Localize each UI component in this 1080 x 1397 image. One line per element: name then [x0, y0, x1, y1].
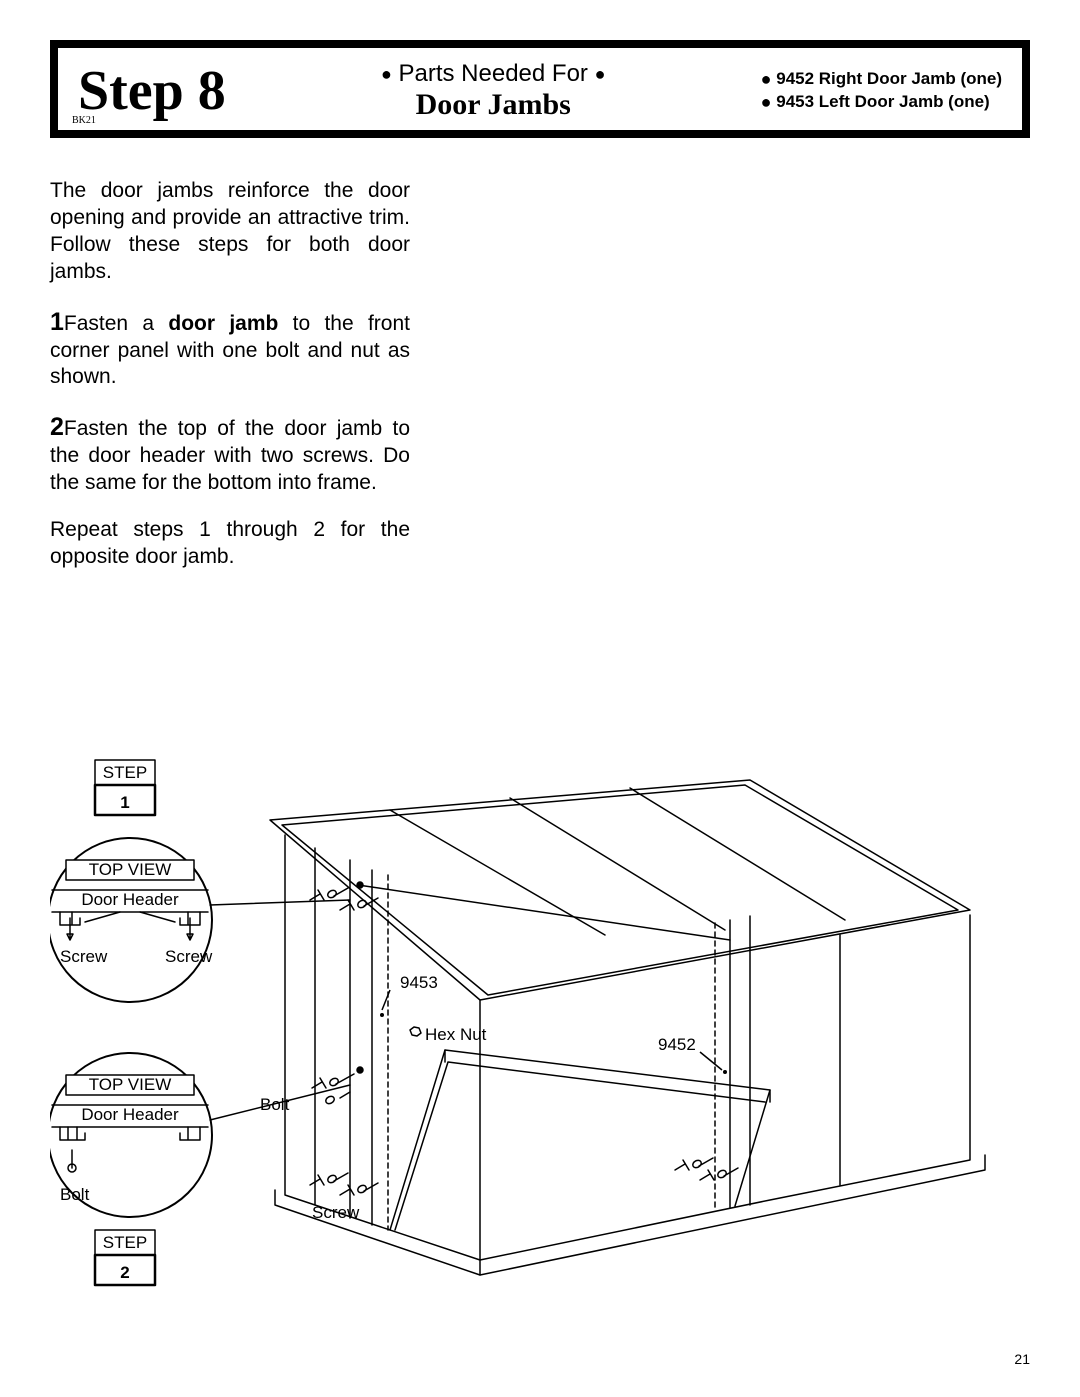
step2-number: 2: [50, 413, 64, 441]
intro-paragraph: The door jambs reinforce the door openin…: [50, 178, 410, 286]
screw-label-l: Screw: [60, 947, 108, 966]
top-view-1: TOP VIEW: [89, 860, 172, 879]
step2-text: Fasten the top of the door jamb to the d…: [50, 417, 410, 494]
step2-box-label: STEP: [103, 1233, 147, 1252]
parts-needed-text: Parts Needed For: [399, 60, 588, 87]
part-1: 9452 Right Door Jamb (one): [776, 69, 1002, 88]
step1-number: 1: [50, 308, 64, 336]
header-box: Step 8 ● Parts Needed For ● Door Jambs ●…: [50, 40, 1030, 138]
parts-list: ● 9452 Right Door Jamb (one) ● 9453 Left…: [761, 68, 1002, 115]
step1-paragraph: 1Fasten a door jamb to the front corner …: [50, 306, 410, 392]
doc-code: BK21: [72, 115, 96, 126]
step1-box-label: STEP: [103, 763, 147, 782]
label-9452: 9452: [658, 1035, 696, 1054]
door-header-1: Door Header: [81, 890, 179, 909]
step2-paragraph: 2Fasten the top of the door jamb to the …: [50, 411, 410, 497]
assembly-diagram: STEP 1 TOP VIEW Door Header Screw Screw …: [50, 740, 1030, 1300]
step1-box-num: 1: [120, 793, 129, 812]
section-title: Door Jambs: [256, 88, 731, 122]
page-number: 21: [1014, 1351, 1030, 1367]
label-screw-bottom: Screw: [312, 1203, 360, 1222]
parts-needed-label: ● Parts Needed For ●: [256, 60, 731, 88]
body-text: The door jambs reinforce the door openin…: [50, 178, 410, 571]
part-2: 9453 Left Door Jamb (one): [776, 92, 990, 111]
header-center: ● Parts Needed For ● Door Jambs: [256, 60, 731, 122]
step2-box-num: 2: [120, 1263, 129, 1282]
step-title: Step 8: [78, 63, 226, 119]
bolt-d2: Bolt: [60, 1185, 90, 1204]
label-hexnut: Hex Nut: [425, 1025, 487, 1044]
label-bolt: Bolt: [260, 1095, 290, 1114]
step1-pre: Fasten a: [64, 312, 168, 335]
screw-label-r: Screw: [165, 947, 213, 966]
repeat-paragraph: Repeat steps 1 through 2 for the opposit…: [50, 517, 410, 571]
step1-bold: door jamb: [168, 312, 278, 335]
top-view-2: TOP VIEW: [89, 1075, 172, 1094]
label-9453: 9453: [400, 973, 438, 992]
door-header-2: Door Header: [81, 1105, 179, 1124]
